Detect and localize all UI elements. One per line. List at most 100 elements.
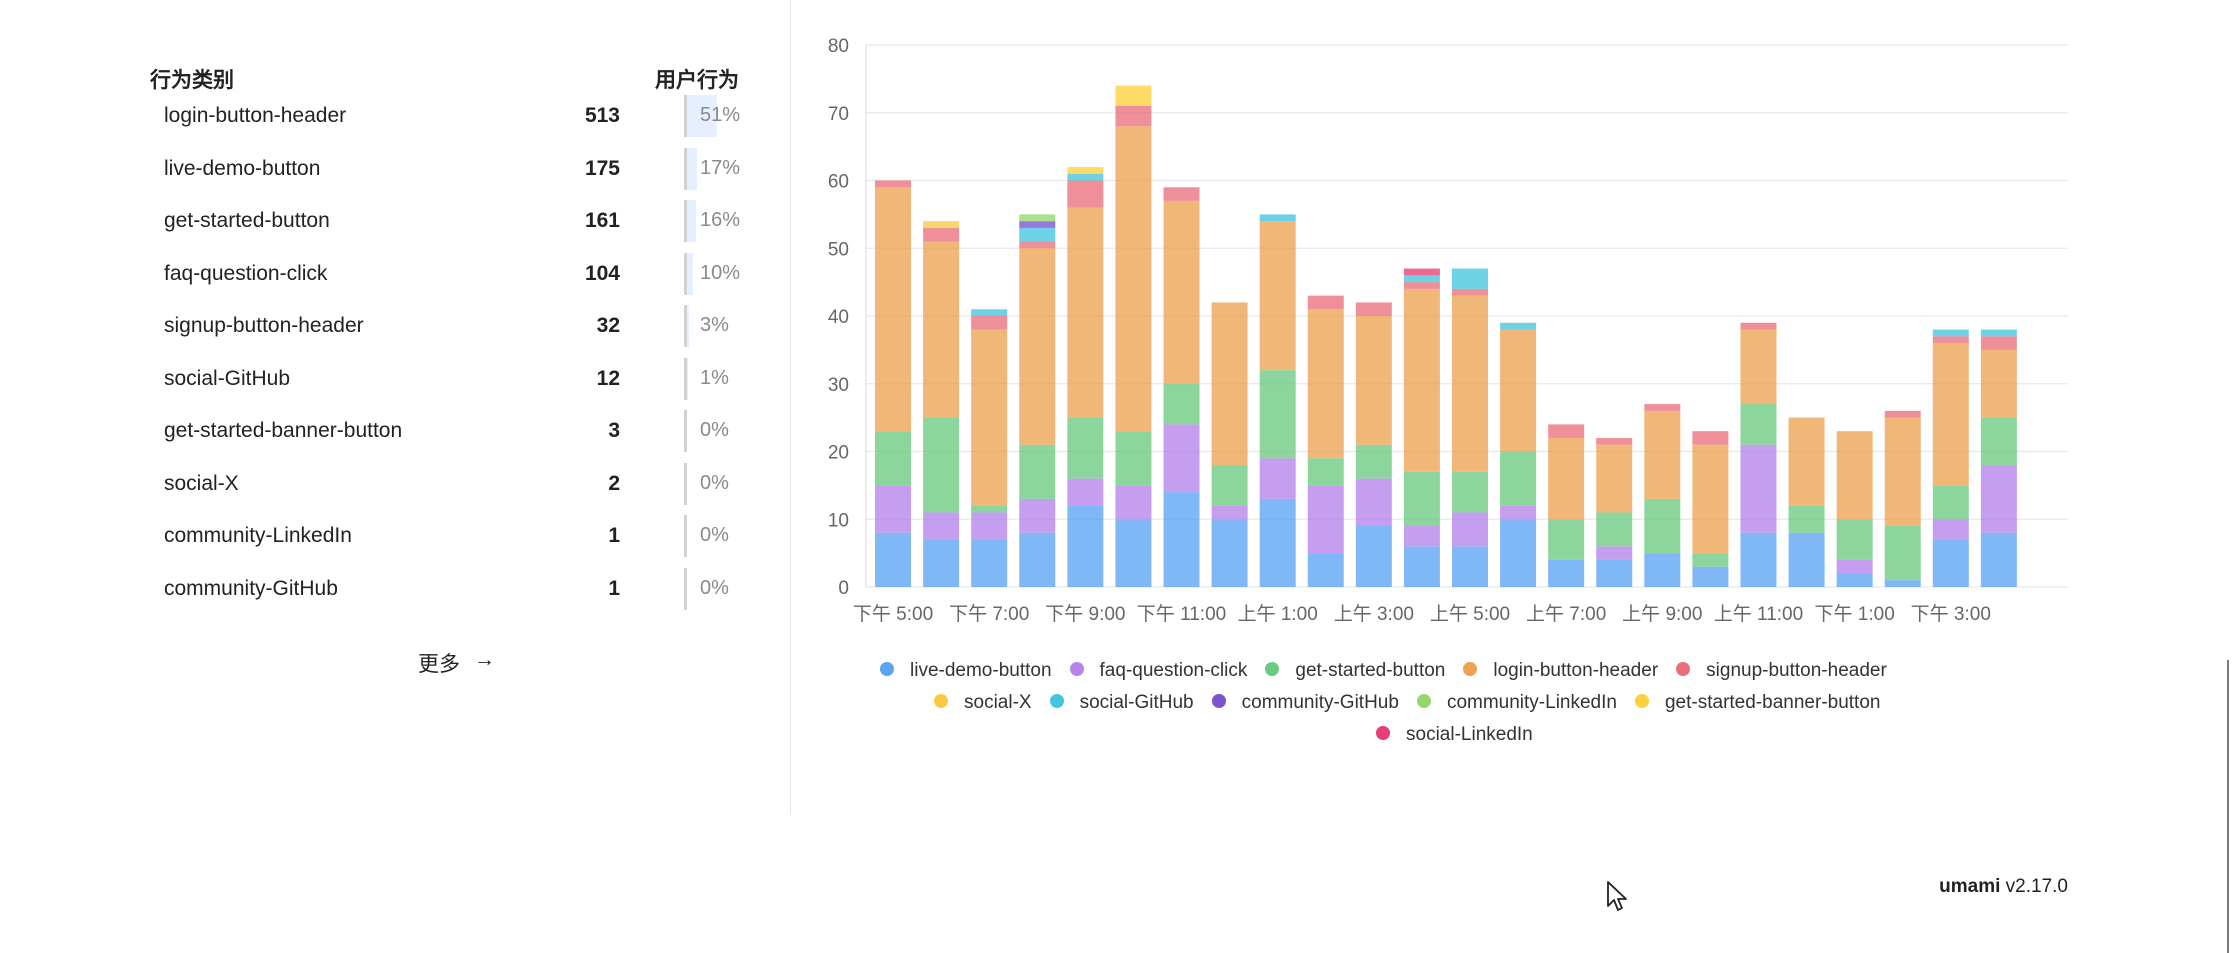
bar-segment[interactable] xyxy=(1596,512,1633,547)
bar-segment[interactable] xyxy=(1980,465,2017,533)
legend-item[interactable]: social-X xyxy=(934,692,1032,714)
bar-segment[interactable] xyxy=(1355,478,1392,527)
event-label[interactable]: social-GitHub xyxy=(164,366,291,390)
bar-segment[interactable] xyxy=(1403,288,1440,472)
bar-segment[interactable] xyxy=(1548,559,1585,587)
bar-segment[interactable] xyxy=(1596,546,1633,560)
bar-segment[interactable] xyxy=(1163,200,1200,384)
bar-segment[interactable] xyxy=(1259,214,1296,222)
bar-segment[interactable] xyxy=(923,241,960,418)
bar-segment[interactable] xyxy=(1884,417,1921,527)
bar-segment[interactable] xyxy=(1596,444,1633,513)
bar-segment[interactable] xyxy=(1163,187,1200,201)
bar-segment[interactable] xyxy=(1932,329,1969,337)
legend-item[interactable]: login-button-header xyxy=(1463,660,1658,682)
legend-item[interactable]: faq-question-click xyxy=(1069,660,1247,682)
bar-segment[interactable] xyxy=(1163,424,1200,493)
bar-segment[interactable] xyxy=(1548,437,1585,520)
bar-segment[interactable] xyxy=(1307,295,1344,310)
bar-segment[interactable] xyxy=(1355,316,1392,445)
bar-segment[interactable] xyxy=(1596,437,1633,445)
bar-segment[interactable] xyxy=(1403,282,1440,289)
bar-segment[interactable] xyxy=(1115,431,1152,486)
bar-segment[interactable] xyxy=(1692,444,1729,554)
bar-segment[interactable] xyxy=(1259,221,1296,371)
bar-segment[interactable] xyxy=(1115,126,1152,432)
bar-segment[interactable] xyxy=(1692,431,1729,445)
bar-segment[interactable] xyxy=(1067,180,1104,208)
bar-segment[interactable] xyxy=(971,309,1008,316)
bar-segment[interactable] xyxy=(1115,105,1152,127)
event-label[interactable]: community-GitHub xyxy=(164,576,338,600)
bar-segment[interactable] xyxy=(1740,532,1777,587)
bar-segment[interactable] xyxy=(1019,214,1056,222)
bar-segment[interactable] xyxy=(1980,336,2017,350)
bar-segment[interactable] xyxy=(1836,431,1873,520)
table-row[interactable]: login-button-header 513 51% xyxy=(150,92,750,145)
bar-segment[interactable] xyxy=(1211,302,1248,466)
bar-segment[interactable] xyxy=(875,431,912,486)
bar-segment[interactable] xyxy=(1596,559,1633,587)
bar-segment[interactable] xyxy=(1932,539,1969,587)
bar-segment[interactable] xyxy=(923,539,960,587)
bar-segment[interactable] xyxy=(971,316,1008,330)
arrow-right-icon[interactable]: → xyxy=(474,648,495,671)
bar-segment[interactable] xyxy=(1019,532,1056,587)
bar-segment[interactable] xyxy=(971,539,1008,587)
table-row[interactable]: community-LinkedIn 1 0% xyxy=(150,512,750,565)
bar-segment[interactable] xyxy=(923,512,960,540)
bar-segment[interactable] xyxy=(971,329,1008,506)
bar-segment[interactable] xyxy=(1884,580,1921,587)
bar-segment[interactable] xyxy=(1019,444,1056,499)
table-row[interactable]: social-X 2 0% xyxy=(150,460,750,513)
bar-segment[interactable] xyxy=(1644,404,1681,411)
bar-segment[interactable] xyxy=(1211,465,1248,506)
bar-segment[interactable] xyxy=(1740,444,1777,533)
bar-segment[interactable] xyxy=(1355,444,1392,479)
bar-segment[interactable] xyxy=(1067,505,1104,587)
bar-segment[interactable] xyxy=(1980,532,2017,587)
bar-segment[interactable] xyxy=(1980,417,2017,466)
bar-segment[interactable] xyxy=(1884,410,1921,418)
legend-item[interactable]: community-LinkedIn xyxy=(1416,692,1617,714)
bar-segment[interactable] xyxy=(1932,336,1969,344)
table-row[interactable]: get-started-button 161 16% xyxy=(150,197,750,250)
bar-segment[interactable] xyxy=(923,221,960,228)
bar-segment[interactable] xyxy=(1548,424,1585,438)
bar-segment[interactable] xyxy=(1644,410,1681,499)
bar-segment[interactable] xyxy=(1500,505,1537,520)
table-row[interactable]: get-started-banner-button 3 0% xyxy=(150,407,750,460)
bar-segment[interactable] xyxy=(1452,546,1488,587)
bar-segment[interactable] xyxy=(1067,166,1104,174)
bar-segment[interactable] xyxy=(971,505,1008,513)
bar-segment[interactable] xyxy=(1019,241,1056,249)
bar-segment[interactable] xyxy=(1788,532,1825,587)
bar-segment[interactable] xyxy=(1836,573,1873,587)
bar-segment[interactable] xyxy=(1403,268,1440,276)
bar-segment[interactable] xyxy=(1019,221,1056,228)
bar-segment[interactable] xyxy=(1067,417,1104,479)
bar-segment[interactable] xyxy=(1307,553,1344,587)
bar-segment[interactable] xyxy=(1163,492,1200,587)
bar-segment[interactable] xyxy=(1452,295,1488,472)
bar-segment[interactable] xyxy=(1211,505,1248,520)
legend-item[interactable]: signup-button-header xyxy=(1676,660,1887,682)
bar-segment[interactable] xyxy=(1211,519,1248,587)
legend-item[interactable]: get-started-banner-button xyxy=(1634,692,1880,714)
event-label[interactable]: faq-question-click xyxy=(164,261,328,285)
more-link[interactable]: 更多 xyxy=(418,653,460,676)
bar-segment[interactable] xyxy=(875,187,912,432)
scrollbar-thumb[interactable] xyxy=(2227,660,2229,953)
bar-segment[interactable] xyxy=(1355,302,1392,316)
event-label[interactable]: get-started-button xyxy=(164,209,330,232)
bar-segment[interactable] xyxy=(1452,512,1488,547)
table-row[interactable]: community-GitHub 1 0% xyxy=(150,565,750,618)
bar-segment[interactable] xyxy=(1548,519,1585,560)
legend-item[interactable]: community-GitHub xyxy=(1211,692,1399,714)
event-label[interactable]: signup-button-header xyxy=(164,314,364,337)
bar-segment[interactable] xyxy=(971,512,1008,540)
bar-segment[interactable] xyxy=(1740,404,1777,445)
table-row[interactable]: faq-question-click 104 10% xyxy=(150,250,750,303)
legend-item[interactable]: social-GitHub xyxy=(1049,692,1194,714)
bar-segment[interactable] xyxy=(1452,288,1488,296)
